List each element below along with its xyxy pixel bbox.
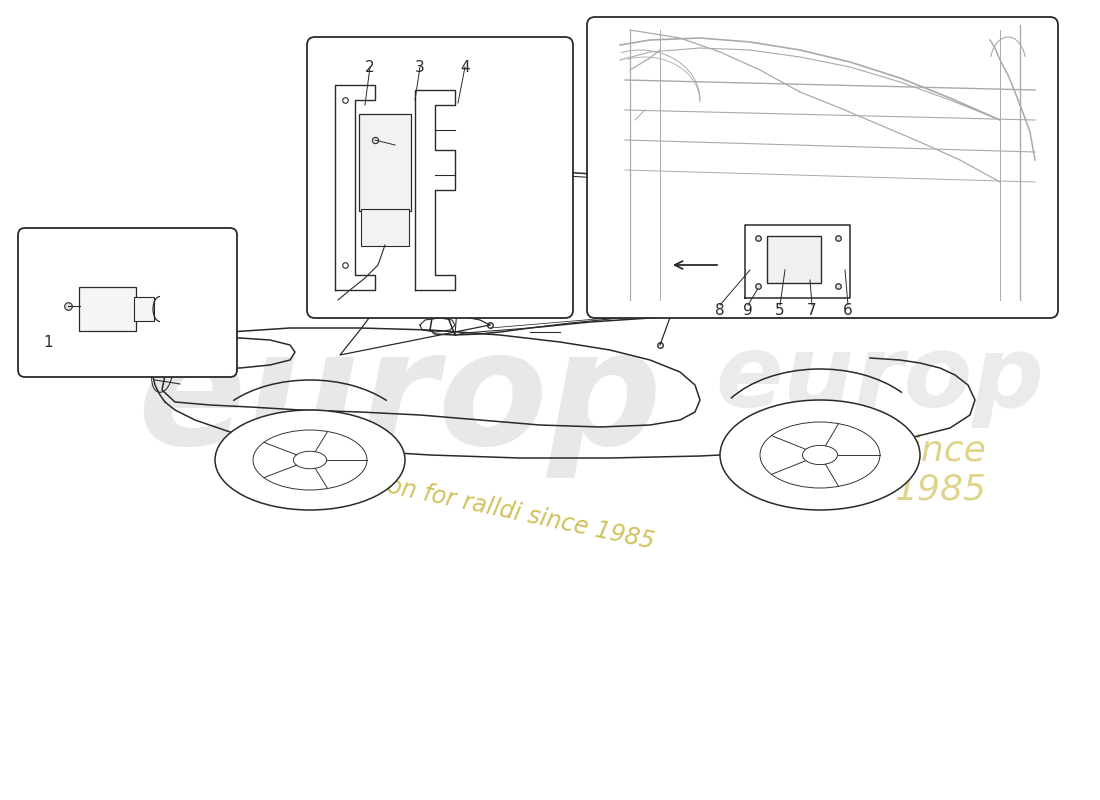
FancyBboxPatch shape (79, 287, 136, 331)
Text: 3: 3 (415, 60, 425, 75)
Text: 7: 7 (807, 303, 817, 318)
FancyBboxPatch shape (134, 297, 154, 321)
Text: europ: europ (138, 322, 662, 478)
Text: europ: europ (716, 331, 1044, 429)
Text: 9: 9 (744, 303, 752, 318)
Text: since
1985: since 1985 (893, 434, 987, 506)
Ellipse shape (214, 410, 405, 510)
Text: a passion for ralldi since 1985: a passion for ralldi since 1985 (304, 456, 657, 554)
FancyBboxPatch shape (587, 17, 1058, 318)
FancyBboxPatch shape (359, 114, 411, 211)
Ellipse shape (720, 400, 920, 510)
FancyBboxPatch shape (361, 209, 409, 246)
Text: 6: 6 (843, 303, 852, 318)
Text: 5: 5 (776, 303, 784, 318)
Text: 8: 8 (715, 303, 725, 318)
Ellipse shape (294, 451, 327, 469)
Ellipse shape (803, 446, 837, 465)
Ellipse shape (760, 422, 880, 488)
FancyBboxPatch shape (18, 228, 236, 377)
FancyBboxPatch shape (767, 236, 821, 283)
Text: 2: 2 (365, 60, 375, 75)
Ellipse shape (253, 430, 367, 490)
FancyBboxPatch shape (307, 37, 573, 318)
Text: 1: 1 (43, 335, 53, 350)
Text: 4: 4 (460, 60, 470, 75)
